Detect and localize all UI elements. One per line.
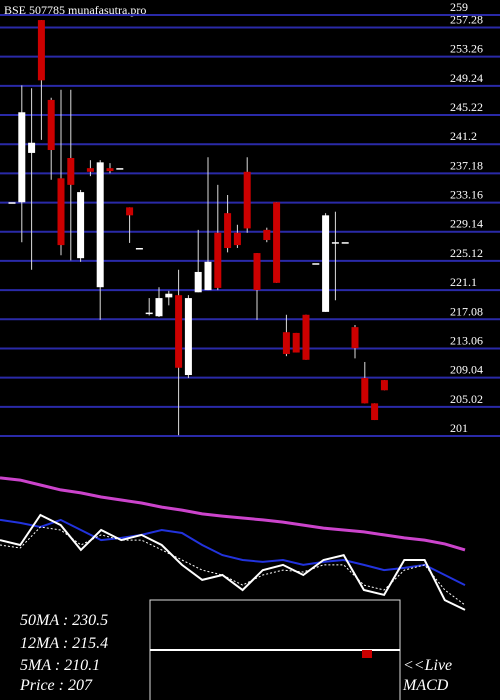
y-tick-label: 249.24 [450,71,483,85]
y-tick-label: 253.26 [450,42,483,56]
candle-body [37,20,45,81]
candle-body [224,213,232,249]
y-tick-label: 229.14 [450,217,483,231]
candle-body [155,298,163,317]
y-tick-label: 225.12 [450,246,483,260]
candle-body [135,248,143,250]
candle-body [184,298,192,376]
macd-histogram [362,650,372,658]
y-tick-label: 217.08 [450,304,483,318]
candle-body [86,168,94,172]
candle-body [341,242,349,244]
candle-body [380,380,388,391]
candle-body [302,314,310,360]
y-tick-label: 237.18 [450,158,483,172]
candle-body [106,168,114,172]
candle-body [204,261,212,291]
candle-body [351,327,359,349]
candle-body [57,178,65,246]
candle-body [116,168,124,170]
chart-title: BSE 507785 munafasutra.pro [4,3,146,17]
candle-body [18,112,26,203]
ma-line [0,476,466,552]
candle-body [96,162,104,288]
y-tick-label: 233.16 [450,188,483,202]
y-tick-label: 241.2 [450,129,477,143]
legend-entry: Price : 207 [19,677,93,694]
legend-entry: 12MA : 215.4 [20,635,108,652]
y-tick-label: 205.02 [450,392,483,406]
candle-body [243,171,251,229]
legend-entry: 50MA : 230.5 [20,612,108,629]
candle-body [233,232,241,246]
candle-body [165,293,173,298]
candle-body [331,242,339,244]
legend-entry: 5MA : 210.1 [20,657,100,674]
candle-body [371,403,379,421]
candle-body [175,295,183,368]
candle-body [126,207,134,216]
y-tick-label: 257.28 [450,12,483,26]
candle-body [145,312,153,315]
macd-label: MACD [402,677,449,694]
y-tick-label: 209.04 [450,363,483,377]
candle-body [214,232,222,288]
candle-body [67,157,75,185]
candle-body [361,377,369,404]
ma-line [0,518,466,586]
candle-body [322,215,330,312]
candle-body [8,202,16,204]
candle-body [47,99,55,151]
candle-body [273,202,281,283]
candle-body [77,192,85,259]
y-tick-label: 259 [450,0,468,14]
y-tick-label: 213.06 [450,333,483,347]
ma-line [0,526,466,606]
candle-body [312,263,320,265]
candle-body [194,271,202,293]
candle-body [282,332,290,354]
candle-body [263,229,271,241]
y-tick-label: 245.22 [450,100,483,114]
macd-box [149,599,401,700]
candle-body [292,332,300,353]
candle-body [28,142,36,153]
y-tick-label: 201 [450,421,468,435]
candle-body [253,253,261,291]
macd-label: <<Live [403,657,452,674]
ma-line [0,513,466,611]
y-tick-label: 221.1 [450,275,477,289]
